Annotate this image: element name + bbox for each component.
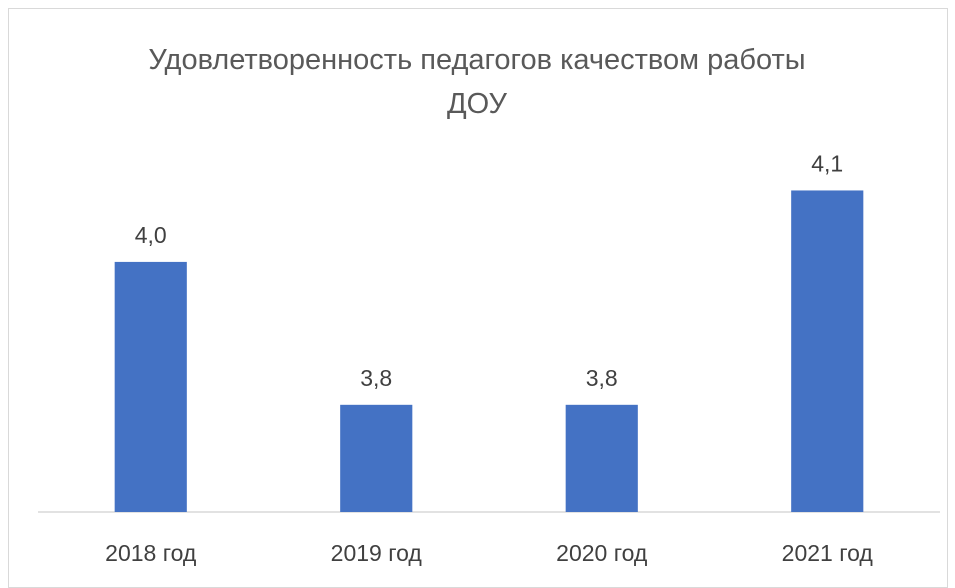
x-tick-label: 2021 год — [782, 540, 874, 566]
bar — [114, 261, 187, 512]
chart-title: Удовлетворенность педагогов качеством ра… — [148, 44, 806, 120]
bar — [565, 404, 638, 512]
bar — [340, 404, 413, 512]
data-label: 4,1 — [811, 151, 843, 177]
data-label: 3,8 — [586, 365, 618, 391]
data-label: 4,0 — [135, 222, 167, 248]
bar — [791, 190, 864, 513]
x-tick-label: 2020 год — [556, 540, 648, 566]
x-tick-label: 2018 год — [105, 540, 197, 566]
x-tick-label: 2019 год — [331, 540, 423, 566]
data-label: 3,8 — [360, 365, 392, 391]
